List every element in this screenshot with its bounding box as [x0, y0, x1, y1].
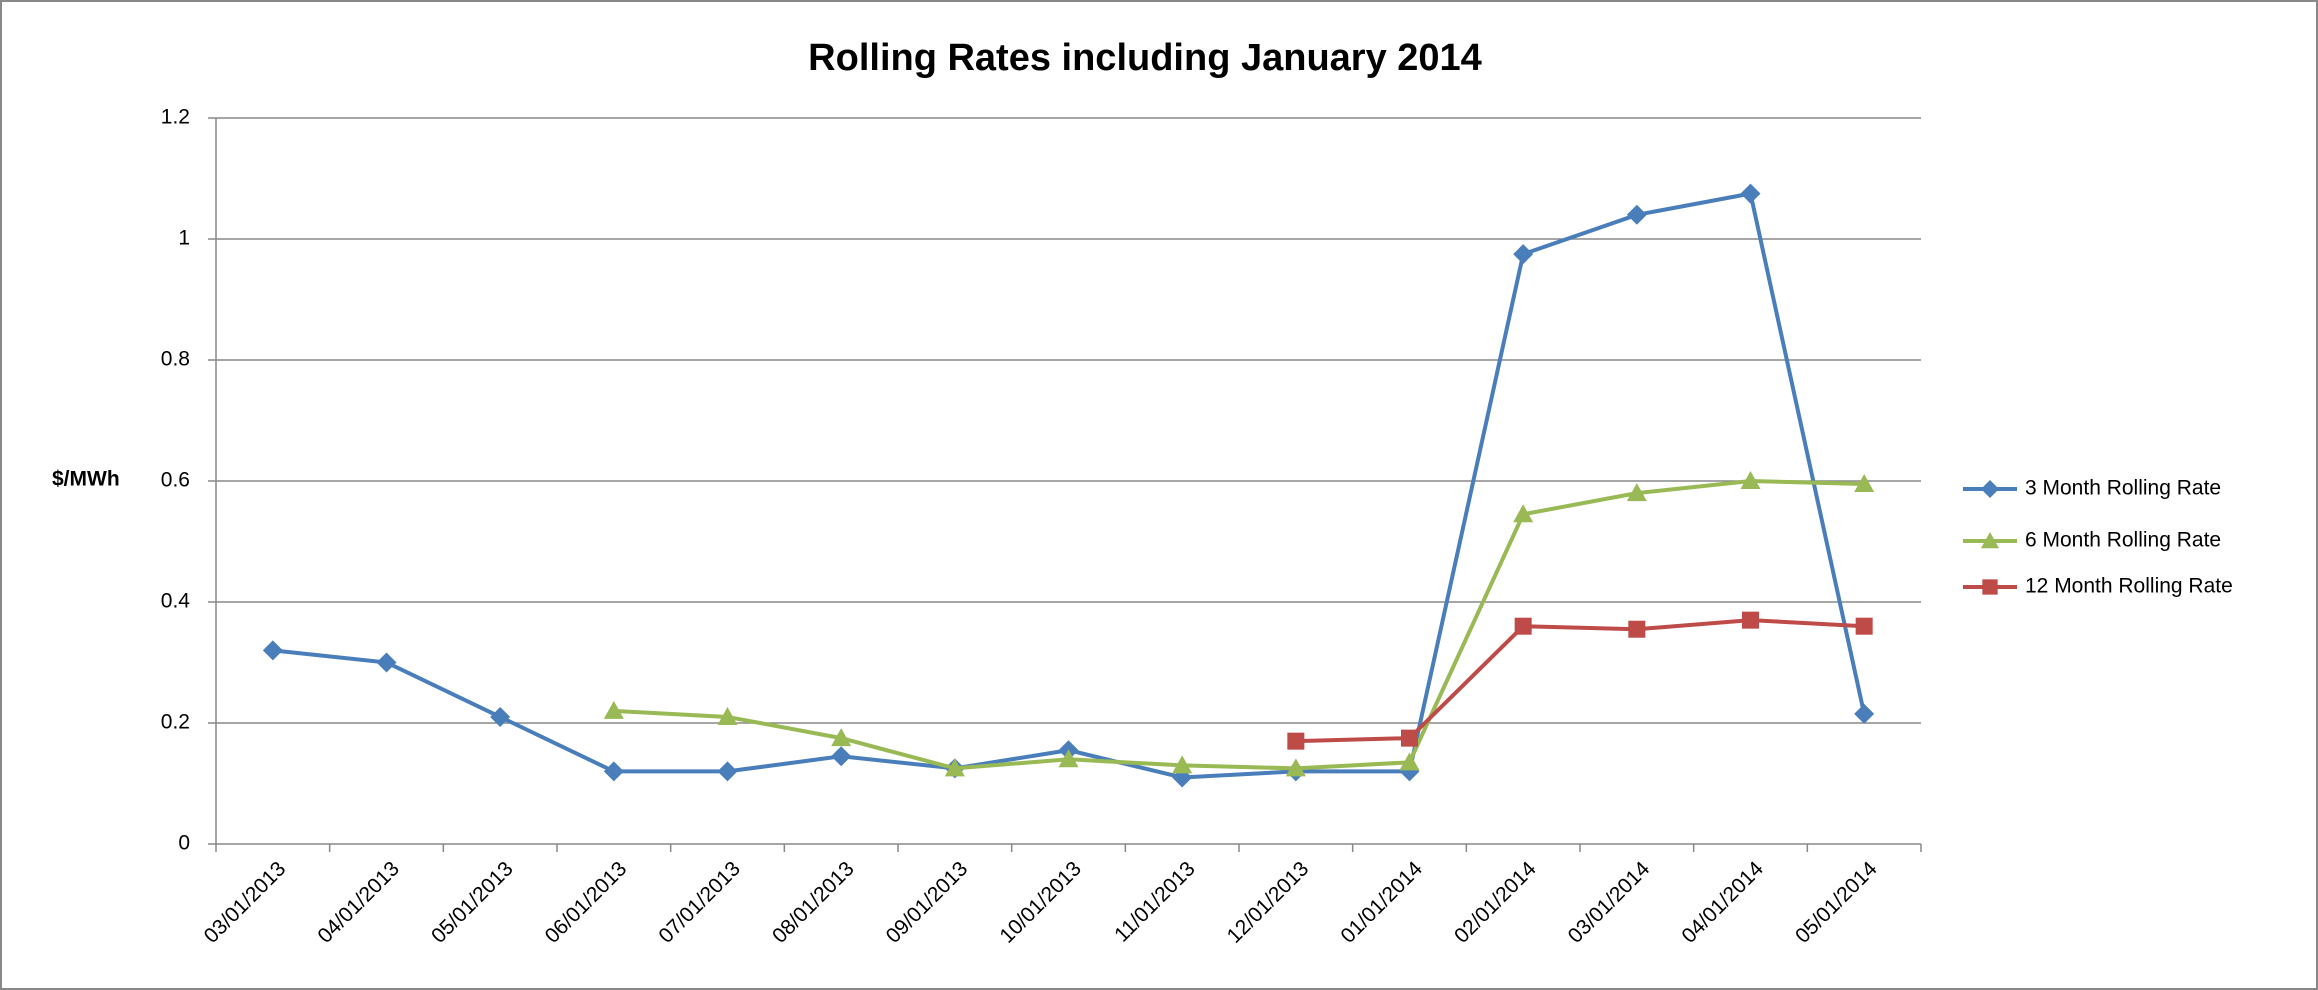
- marker: [1513, 504, 1534, 523]
- chart-title: Rolling Rates including January 2014: [808, 37, 1482, 79]
- series-line: [1295, 618, 1865, 744]
- marker: [831, 746, 852, 767]
- marker: [603, 700, 624, 719]
- marker: [490, 706, 511, 727]
- marker: [1981, 480, 1999, 498]
- marker: [1401, 729, 1418, 747]
- marker: [1740, 471, 1761, 489]
- marker: [1287, 732, 1305, 750]
- legend-label: 6 Month Rolling Rate: [2025, 529, 2221, 552]
- marker: [1172, 755, 1193, 774]
- marker: [1854, 474, 1875, 493]
- marker: [1285, 758, 1306, 777]
- marker: [1058, 749, 1079, 768]
- marker: [831, 728, 852, 747]
- y-tick-label: 0.2: [161, 711, 190, 734]
- marker: [1628, 620, 1646, 638]
- y-tick-label: 1: [178, 227, 190, 250]
- y-tick-label: 0.4: [161, 590, 191, 613]
- y-tick-label: 0.8: [161, 348, 190, 371]
- legend-label: 3 Month Rolling Rate: [2025, 477, 2221, 500]
- marker: [1981, 532, 1999, 549]
- marker: [944, 758, 965, 777]
- series-line: [613, 478, 1865, 771]
- y-axis-label: $/MWh: [52, 468, 120, 491]
- marker: [603, 761, 624, 782]
- legend-label: 12 Month Rolling Rate: [2025, 575, 2233, 598]
- marker: [1514, 617, 1532, 635]
- y-tick-label: 0.6: [161, 469, 190, 492]
- marker: [1742, 611, 1759, 629]
- y-tick-label: 1.2: [161, 106, 190, 129]
- marker: [1626, 483, 1647, 502]
- marker: [1740, 183, 1761, 204]
- marker: [1626, 204, 1647, 225]
- marker: [1854, 703, 1875, 724]
- marker: [1855, 617, 1873, 635]
- marker: [1399, 752, 1420, 771]
- marker: [717, 706, 738, 725]
- marker: [717, 761, 738, 782]
- marker: [262, 640, 283, 661]
- marker: [1982, 579, 1998, 595]
- marker: [376, 652, 397, 673]
- y-tick-label: 0: [178, 832, 190, 855]
- marker: [1513, 244, 1534, 265]
